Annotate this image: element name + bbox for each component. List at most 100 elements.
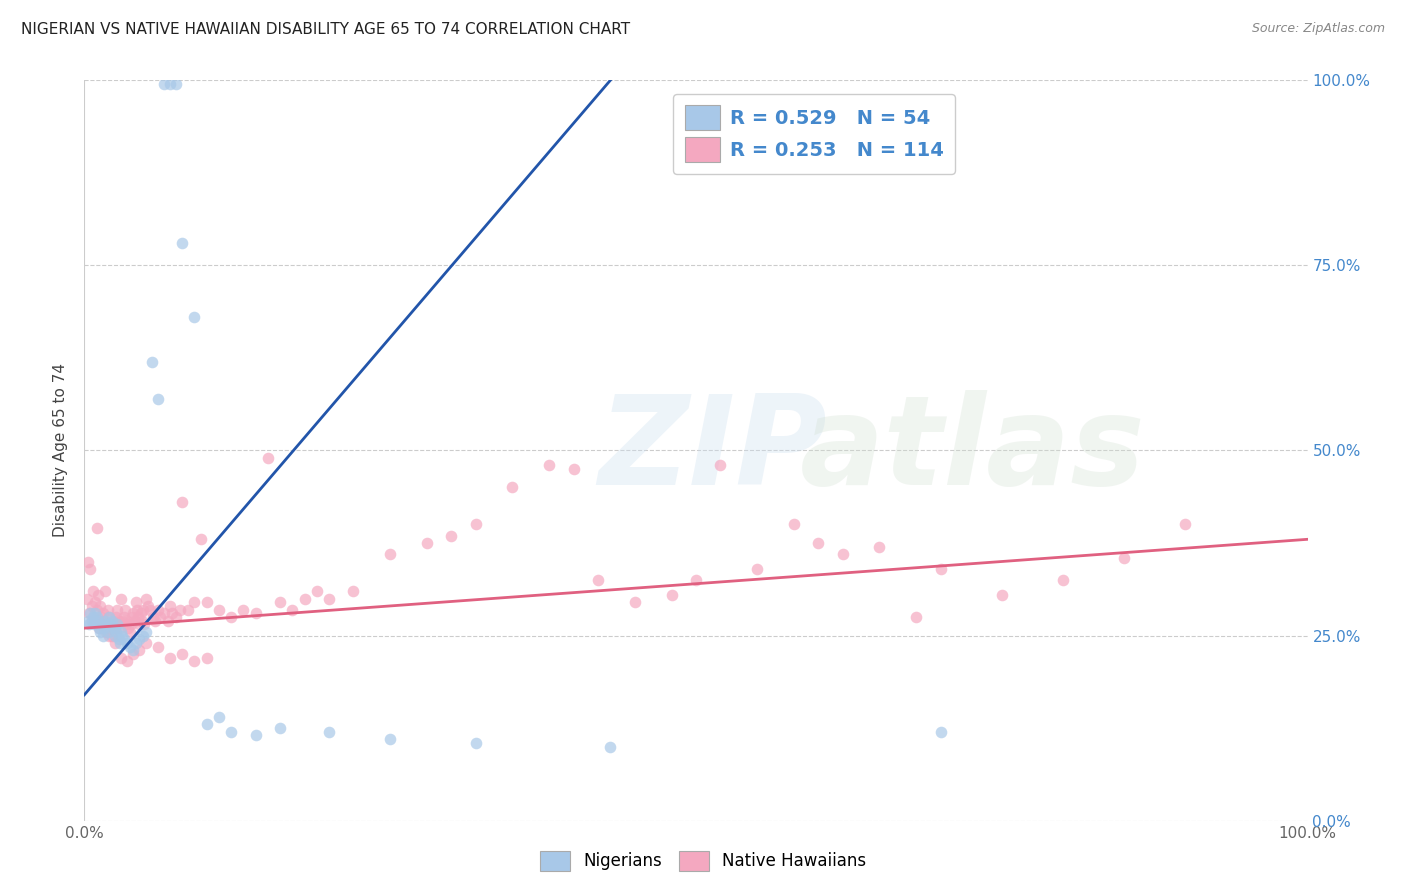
Point <box>110 624 132 639</box>
Legend: R = 0.529   N = 54, R = 0.253   N = 114: R = 0.529 N = 54, R = 0.253 N = 114 <box>673 94 955 174</box>
Point <box>98 617 121 632</box>
Point <box>79 607 101 621</box>
Point <box>305 584 328 599</box>
Text: NIGERIAN VS NATIVE HAWAIIAN DISABILITY AGE 65 TO 74 CORRELATION CHART: NIGERIAN VS NATIVE HAWAIIAN DISABILITY A… <box>21 22 630 37</box>
Point <box>90 617 112 632</box>
Point <box>142 610 165 624</box>
Point <box>111 628 134 642</box>
Point <box>94 584 117 599</box>
Point <box>118 640 141 654</box>
Point <box>93 617 115 632</box>
Point <box>153 607 176 621</box>
Point <box>91 607 114 621</box>
Point <box>135 624 157 639</box>
Point <box>104 628 127 642</box>
Point <box>143 614 166 628</box>
Point <box>80 599 103 613</box>
Point <box>108 621 131 635</box>
Point <box>1052 573 1074 587</box>
Point <box>97 602 120 616</box>
Legend: Nigerians, Native Hawaiians: Nigerians, Native Hawaiians <box>531 842 875 880</box>
Point <box>747 562 769 576</box>
Point <box>135 636 157 650</box>
Point <box>110 591 132 606</box>
Text: Source: ZipAtlas.com: Source: ZipAtlas.com <box>1251 22 1385 36</box>
Point <box>103 621 125 635</box>
Point <box>146 602 169 616</box>
Point <box>105 602 128 616</box>
Point <box>1174 517 1197 532</box>
Point <box>135 591 157 606</box>
Point <box>79 562 101 576</box>
Point <box>100 621 122 635</box>
Point <box>118 624 141 639</box>
Point <box>104 621 127 635</box>
Point <box>77 607 100 621</box>
Point <box>103 614 125 628</box>
Point <box>125 602 148 616</box>
Point <box>76 591 98 606</box>
Point <box>440 528 463 542</box>
Point <box>115 636 138 650</box>
Point <box>831 547 853 561</box>
Point <box>101 628 124 642</box>
Point <box>94 614 117 628</box>
Point <box>105 617 128 632</box>
Point <box>146 640 169 654</box>
Point <box>82 610 104 624</box>
Point <box>502 480 524 494</box>
Point <box>115 655 138 669</box>
Point <box>115 617 138 632</box>
Point <box>294 591 316 606</box>
Point <box>104 636 127 650</box>
Point <box>127 610 149 624</box>
Text: ZIP: ZIP <box>598 390 827 511</box>
Point <box>159 650 181 665</box>
Point <box>128 643 150 657</box>
Point <box>107 614 129 628</box>
Point <box>342 584 364 599</box>
Point <box>195 595 218 609</box>
Point <box>257 450 280 465</box>
Point <box>121 610 143 624</box>
Point <box>380 547 402 561</box>
Point <box>183 655 205 669</box>
Point <box>538 458 561 473</box>
Point <box>117 621 139 635</box>
Point <box>108 636 131 650</box>
Point <box>97 628 120 642</box>
Point <box>134 617 156 632</box>
Point <box>77 555 100 569</box>
Point <box>136 599 159 613</box>
Point <box>380 732 402 747</box>
Point <box>112 610 135 624</box>
Point <box>86 610 108 624</box>
Point <box>112 632 135 647</box>
Point <box>172 647 194 661</box>
Point <box>165 610 187 624</box>
Point <box>83 617 105 632</box>
Point <box>464 517 486 532</box>
Point <box>129 607 152 621</box>
Point <box>111 614 134 628</box>
Point <box>128 632 150 647</box>
Point <box>195 650 218 665</box>
Point <box>141 354 163 368</box>
Point <box>156 614 179 628</box>
Point <box>146 392 169 406</box>
Point <box>122 643 145 657</box>
Point <box>120 617 142 632</box>
Point <box>245 607 267 621</box>
Point <box>169 602 191 616</box>
Point <box>105 624 128 639</box>
Point <box>245 729 267 743</box>
Point <box>624 595 647 609</box>
Point <box>91 614 114 628</box>
Point <box>97 610 120 624</box>
Point <box>929 724 952 739</box>
Point <box>101 614 124 628</box>
Point <box>464 736 486 750</box>
Point <box>269 595 291 609</box>
Point <box>93 621 115 635</box>
Point <box>208 710 231 724</box>
